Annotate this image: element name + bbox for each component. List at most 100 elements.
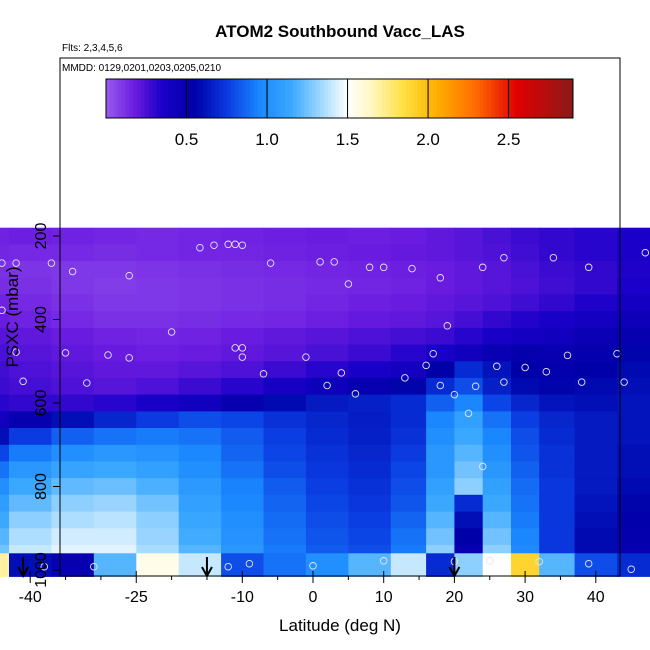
curtain-cell: [136, 394, 180, 412]
colorbar-segment: [121, 79, 126, 118]
curtain-cell: [482, 227, 512, 245]
curtain-cell: [51, 294, 95, 312]
colorbar-segment: [230, 79, 235, 118]
sample-point: [493, 362, 501, 371]
colorbar-segment: [106, 79, 111, 118]
curtain-cell: [9, 444, 52, 463]
colorbar-segment: [491, 79, 496, 118]
sample-point: [436, 274, 445, 282]
curtain-cell: [93, 411, 137, 429]
sample-point: [351, 390, 360, 398]
curtain-cell: [178, 377, 222, 396]
curtain-cell: [136, 411, 180, 429]
curtain-cell: [426, 361, 455, 379]
x-axis-label: Latitude (deg N): [279, 616, 401, 635]
colorbar-segment: [308, 79, 313, 118]
x-axis: -70-55-40-25-1001020304050607080: [19, 571, 605, 606]
curtain-cell: [0, 478, 10, 496]
colorbar-segment: [530, 79, 535, 118]
sample-point: [563, 351, 572, 360]
curtain-cell: [617, 411, 650, 429]
curtain-cell: [617, 478, 650, 496]
sample-point: [245, 559, 254, 568]
curtain-cell: [136, 511, 180, 529]
curtain-cell: [263, 327, 307, 346]
curtain-cell: [51, 444, 95, 463]
curtain-cell: [93, 528, 137, 546]
colorbar-segment: [366, 79, 372, 118]
curtain-cell: [574, 511, 618, 529]
curtain-cell: [539, 444, 576, 463]
curtain-cell: [574, 261, 618, 279]
curtain-cell: [0, 344, 10, 362]
curtain-cell: [426, 227, 455, 245]
curtain-cell: [390, 494, 427, 513]
curtain-cell: [574, 227, 618, 245]
sample-point: [535, 557, 543, 566]
curtain-cell: [617, 344, 650, 362]
curtain-cell: [178, 311, 222, 329]
sample-point: [542, 367, 551, 376]
curtain-cell: [617, 361, 650, 379]
curtain-cell: [93, 478, 137, 496]
curtain-cell: [0, 327, 10, 346]
curtain-cell: [390, 344, 427, 362]
colorbar-segment: [343, 79, 348, 118]
curtain-cell: [221, 311, 265, 329]
curtain-cell: [390, 478, 427, 496]
colorbar-segment: [487, 79, 492, 118]
curtain-cell: [93, 311, 137, 329]
curtain-cell: [482, 294, 512, 312]
curtain-cell: [136, 494, 180, 513]
y-axis: 200 400 600 800 1000: [33, 223, 60, 588]
sample-point: [627, 565, 635, 573]
colorbar-segment: [285, 79, 290, 118]
curtain-cell: [574, 311, 618, 329]
curtain-cell: [617, 311, 650, 329]
colorbar-segment: [269, 79, 274, 118]
curtain-cell: [178, 394, 222, 412]
colorbar-segment: [261, 79, 267, 118]
curtain-cell: [0, 311, 10, 329]
sample-point: [231, 344, 239, 352]
curtain-cell: [482, 545, 512, 554]
colorbar-segment: [390, 79, 395, 118]
sample-point: [401, 374, 409, 382]
colorbar-segment: [292, 79, 298, 118]
sample-point: [443, 322, 452, 330]
curtain-cell: [454, 428, 484, 446]
curtain-cell: [511, 461, 540, 479]
curtain-cell: [305, 227, 349, 245]
curtain-cell: [390, 294, 427, 312]
curtain-cell: [390, 227, 427, 245]
colorbar-segment: [335, 79, 340, 118]
curtain-cell: [305, 545, 349, 554]
colorbar-segment: [526, 79, 531, 118]
curtain-cell: [539, 311, 576, 329]
sample-point: [500, 378, 508, 386]
sample-point: [224, 562, 232, 571]
curtain-cell: [263, 494, 307, 513]
chart-title: ATOM2 Southbound Vacc_LAS: [215, 22, 465, 41]
colorbar-segment: [160, 79, 165, 118]
curtain-cell: [305, 511, 349, 529]
curtain-cell: [263, 528, 307, 546]
colorbar-segment: [405, 79, 411, 118]
curtain-cell: [51, 311, 95, 329]
curtain-cell: [93, 244, 137, 262]
curtain-cell: [93, 511, 137, 529]
curtain-cell: [348, 394, 392, 412]
colorbar-segment: [483, 79, 488, 118]
sample-point: [104, 351, 112, 359]
curtain-cell: [263, 444, 307, 463]
sample-point: [436, 381, 445, 390]
sample-point: [641, 248, 650, 257]
curtain-cell: [511, 411, 540, 429]
curtain-cell: [482, 377, 512, 396]
curtain-cell: [93, 553, 137, 577]
curtain-cell: [178, 545, 222, 554]
curtain-cell: [482, 244, 512, 262]
sample-point: [125, 271, 133, 280]
curtain-cell: [51, 428, 95, 446]
curtain-cell: [454, 394, 484, 412]
